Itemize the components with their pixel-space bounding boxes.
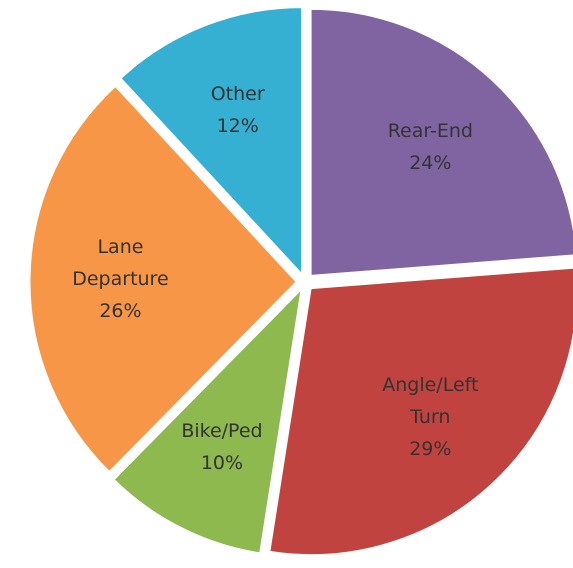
category-label: Lane Departure [72,236,169,291]
category-label: Other [210,83,265,106]
pie-slice [120,7,303,275]
value-label: 24% [409,151,452,174]
slice-label: Angle/Left Turn 29% [365,369,495,465]
category-label: Angle/Left Turn [382,374,479,429]
category-label: Bike/Ped [181,419,263,442]
slice-label: Bike/Ped 10% [157,415,287,479]
pie-slice [310,8,573,276]
pie-slice [29,85,297,473]
slice-label: Lane Departure 26% [55,231,185,327]
category-label: Rear-End [387,119,473,142]
value-label: 12% [216,115,259,138]
value-label: 10% [200,451,244,474]
value-label: 26% [99,300,142,323]
pie-slice [113,288,302,554]
slice-label: Other 12% [173,78,303,142]
value-label: 29% [409,438,452,461]
pie-slice [269,267,573,556]
slice-label: Rear-End 24% [365,115,495,179]
